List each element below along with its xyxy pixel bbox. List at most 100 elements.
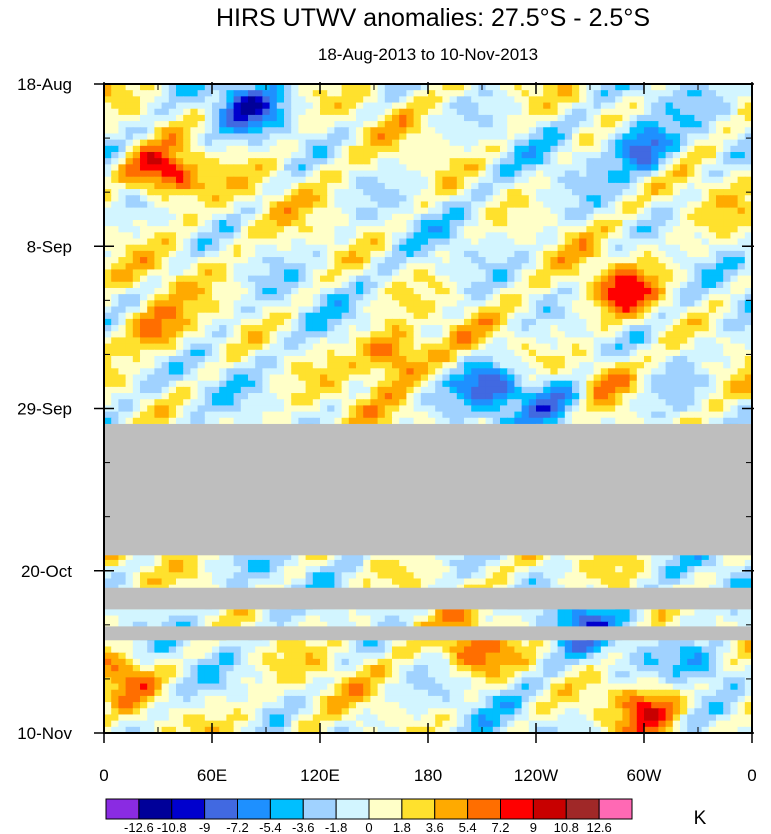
heatmap-cell	[507, 405, 515, 413]
heatmap-cell	[212, 121, 220, 128]
heatmap-cell	[593, 232, 602, 240]
heatmap-cell	[197, 238, 206, 246]
heatmap-cell	[392, 349, 400, 357]
heatmap-cell	[687, 331, 695, 339]
heatmap-cell	[557, 189, 566, 196]
heatmap-cell	[737, 96, 746, 104]
heatmap-cell	[456, 121, 465, 128]
heatmap-cell	[492, 417, 501, 425]
heatmap-cell	[176, 219, 184, 227]
heatmap-cell	[737, 244, 746, 252]
heatmap-cell	[586, 417, 595, 425]
heatmap-cell	[485, 250, 494, 258]
heatmap-cell	[464, 399, 472, 407]
heatmap-cell	[384, 164, 393, 172]
heatmap-cell	[420, 158, 429, 165]
heatmap-cell	[204, 386, 213, 394]
heatmap-cell	[737, 213, 746, 221]
heatmap-cell	[723, 96, 731, 104]
heatmap-cell	[694, 182, 703, 190]
heatmap-cell	[176, 275, 184, 283]
heatmap-cell	[190, 176, 199, 184]
heatmap-cell	[183, 275, 191, 283]
heatmap-cell	[348, 133, 357, 141]
heatmap-cell	[492, 281, 501, 289]
heatmap-cell	[392, 417, 400, 425]
heatmap-cell	[197, 349, 206, 357]
heatmap-cell	[658, 84, 667, 91]
heatmap-cell	[111, 331, 119, 339]
heatmap-cell	[197, 207, 206, 215]
heatmap-cell	[622, 244, 631, 252]
heatmap-cell	[276, 213, 285, 221]
heatmap-cell	[183, 355, 191, 363]
heatmap-cell	[514, 250, 523, 258]
heatmap-cell	[716, 139, 724, 147]
heatmap-cell	[118, 176, 127, 184]
heatmap-cell	[586, 133, 595, 141]
heatmap-cell	[125, 189, 134, 196]
heatmap-cell	[377, 337, 386, 345]
heatmap-cell	[291, 158, 299, 165]
heatmap-cell	[608, 405, 616, 413]
heatmap-cell	[572, 213, 580, 221]
heatmap-cell	[701, 232, 710, 240]
heatmap-cell	[464, 331, 472, 339]
heatmap-cell	[485, 102, 494, 110]
heatmap-cell	[557, 114, 566, 122]
heatmap-cell	[327, 374, 335, 382]
heatmap-cell	[550, 232, 559, 240]
heatmap-cell	[521, 393, 530, 400]
heatmap-cell	[687, 133, 695, 141]
heatmap-cell	[579, 84, 587, 91]
heatmap-cell	[420, 374, 429, 382]
heatmap-cell	[572, 226, 580, 233]
heatmap-cell	[528, 399, 537, 407]
heatmap-cell	[327, 96, 335, 104]
heatmap-cell	[248, 399, 256, 407]
heatmap-cell	[348, 331, 357, 339]
heatmap-cell	[204, 250, 213, 258]
heatmap-cell	[536, 417, 544, 425]
heatmap-cell	[392, 127, 400, 135]
heatmap-cell	[327, 380, 335, 388]
heatmap-cell	[665, 362, 674, 369]
heatmap-cell	[356, 362, 364, 369]
heatmap-cell	[370, 287, 379, 295]
heatmap-cell	[240, 294, 249, 301]
heatmap-cell	[485, 269, 494, 277]
heatmap-cell	[687, 201, 695, 209]
heatmap-cell	[644, 219, 652, 227]
heatmap-cell	[420, 411, 429, 419]
heatmap-cell	[528, 164, 537, 172]
heatmap-cell	[449, 90, 458, 97]
heatmap-cell	[435, 250, 443, 258]
heatmap-cell	[680, 362, 688, 369]
heatmap-cell	[557, 275, 566, 283]
heatmap-cell	[111, 294, 119, 301]
heatmap-cell	[608, 226, 616, 233]
heatmap-cell	[572, 250, 580, 258]
heatmap-cell	[399, 226, 407, 233]
heatmap-cell	[694, 232, 703, 240]
heatmap-cell	[190, 386, 199, 394]
heatmap-cell	[168, 399, 177, 407]
heatmap-cell	[550, 325, 559, 332]
heatmap-cell	[543, 355, 551, 363]
heatmap-cell	[384, 182, 393, 190]
heatmap-cell	[276, 269, 285, 277]
heatmap-cell	[399, 164, 407, 172]
heatmap-cell	[507, 207, 515, 215]
heatmap-cell	[183, 294, 191, 301]
heatmap-cell	[428, 127, 436, 135]
heatmap-cell	[413, 405, 422, 413]
heatmap-cell	[492, 219, 501, 227]
heatmap-cell	[240, 386, 249, 394]
heatmap-cell	[298, 114, 307, 122]
heatmap-cell	[320, 287, 328, 295]
heatmap-cell	[471, 325, 479, 332]
heatmap-cell	[435, 294, 443, 301]
heatmap-cell	[111, 176, 119, 184]
heatmap-cell	[586, 121, 595, 128]
heatmap-cell	[392, 399, 400, 407]
